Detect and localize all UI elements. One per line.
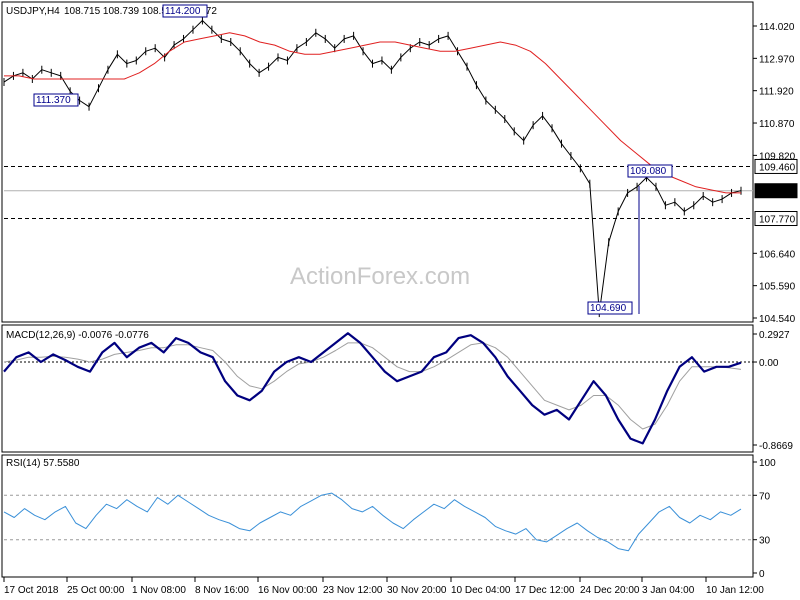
price-tick-label: 114.020 (759, 22, 795, 33)
price-annotation-box (33, 93, 79, 107)
macd-tick-label: 0.2927 (759, 330, 790, 341)
price-tick-label: 110.870 (759, 119, 795, 130)
price-annotation-box (587, 301, 633, 315)
price-tick-label: 105.590 (759, 282, 796, 293)
rsi-panel-frame (1, 454, 754, 578)
rsi-tick-label: 0 (759, 569, 765, 580)
time-tick-label: 1 Nov 08:00 (132, 585, 186, 596)
price-annotation: 109.080 (630, 166, 667, 177)
price-axis: 114.020 112.970 111.920 110.870 109.820 106.6… (753, 22, 798, 325)
rsi-axis: 100 70 30 0 (753, 458, 776, 580)
time-axis: 17 Oct 2018 25 Oct 00:00 1 Nov 08:00 8 Nov … (3, 577, 764, 596)
time-tick-label: 10 Jan 12:00 (706, 585, 764, 596)
time-tick-label: 23 Nov 12:00 (323, 585, 383, 596)
rsi-line (3, 492, 742, 552)
price-annotation-box (627, 164, 673, 178)
price-annotation: 111.370 (36, 95, 71, 106)
time-tick-label: 10 Dec 04:00 (451, 585, 511, 596)
rsi-tick-label: 100 (759, 458, 776, 469)
time-tick-label: 24 Dec 20:00 (580, 585, 640, 596)
time-tick-label: 3 Jan 04:00 (642, 585, 695, 596)
rsi-tick-label: 30 (759, 536, 771, 547)
time-tick-label: 30 Nov 20:00 (387, 585, 447, 596)
macd-panel-frame (1, 324, 754, 453)
time-tick-label: 25 Oct 00:00 (67, 585, 125, 596)
price-annotations: 114.200 111.370 109.080 104.690 (33, 4, 673, 315)
price-level-box (754, 158, 798, 174)
moving-average-line (4, 32, 741, 194)
price-level-box (754, 183, 798, 199)
price-annotation-box (162, 4, 208, 18)
price-panel-frame (1, 1, 754, 323)
quote-label: 108.715 108.739 108.598 108.672 (64, 6, 217, 17)
rsi-tick-label: 70 (759, 491, 771, 502)
rsi-reference-lines (4, 494, 753, 541)
time-tick-label: 17 Dec 12:00 (515, 585, 575, 596)
price-tick-label: 111.920 (759, 87, 794, 98)
price-tick-label: 112.970 (759, 54, 795, 65)
price-level-label: 108.672 (759, 187, 796, 198)
price-level-label: 107.770 (759, 215, 796, 226)
rsi-label: RSI(14) 57.5580 (6, 458, 80, 469)
price-level-label: 109.460 (759, 162, 796, 173)
time-tick-label: 8 Nov 16:00 (195, 585, 249, 596)
price-annotation: 104.690 (590, 303, 627, 314)
price-tick-label: 106.640 (759, 249, 796, 260)
macd-tick-label: 0.00 (759, 358, 779, 369)
price-tick-label: 104.540 (759, 314, 796, 325)
time-tick-label: 16 Nov 00:00 (258, 585, 318, 596)
symbol-label: USDJPY,H4 (6, 6, 60, 17)
rsi-series (3, 492, 742, 552)
moving-average-series (4, 32, 741, 194)
macd-label: MACD(12,26,9) -0.0076 -0.0776 (6, 330, 149, 341)
macd-signal-line (3, 342, 742, 430)
macd-main-line (3, 332, 742, 445)
price-level-box (754, 211, 798, 227)
macd-series (3, 332, 742, 445)
time-tick-label: 17 Oct 2018 (4, 585, 59, 596)
macd-axis: 0.2927 0.00 -0.8669 (753, 330, 793, 452)
watermark: ActionForex.com (290, 263, 470, 290)
macd-tick-label: -0.8669 (759, 441, 793, 452)
price-annotation: 114.200 (165, 6, 201, 17)
price-tick-label: 109.820 (759, 151, 796, 162)
